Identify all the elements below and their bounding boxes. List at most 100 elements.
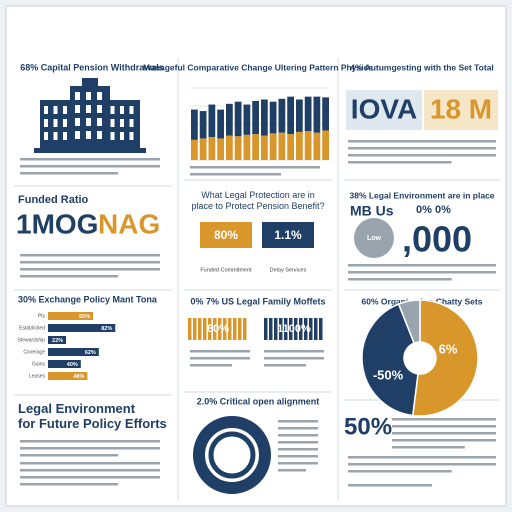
text: 68% Capital Pension Withdrawals bbox=[20, 62, 163, 72]
bar-segment bbox=[226, 135, 233, 160]
text: 80% bbox=[214, 228, 238, 242]
caption: Delay Services bbox=[270, 267, 307, 273]
window bbox=[120, 119, 124, 127]
bar bbox=[48, 336, 67, 344]
category-label: Established bbox=[19, 325, 45, 331]
donut-ring bbox=[208, 431, 256, 479]
stat-stripe bbox=[314, 318, 318, 340]
window bbox=[97, 118, 102, 126]
stat-stripe bbox=[198, 318, 202, 340]
building-windows bbox=[44, 92, 134, 140]
text: 2.0% Critical open alignment bbox=[197, 396, 320, 406]
text: 0% 0% bbox=[416, 204, 451, 216]
window bbox=[129, 106, 134, 114]
text-line bbox=[190, 173, 281, 176]
text-line bbox=[20, 454, 118, 457]
badge bbox=[354, 218, 394, 258]
window bbox=[129, 132, 134, 140]
title-line: place to Protect Pension Benefit? bbox=[191, 201, 324, 211]
text-line bbox=[190, 357, 250, 360]
text-line bbox=[190, 166, 320, 169]
text-line bbox=[392, 439, 496, 442]
stat-stripe bbox=[304, 318, 308, 340]
value-label: 62% bbox=[85, 350, 96, 356]
heading-line: Legal Environment bbox=[18, 401, 136, 416]
window bbox=[53, 132, 58, 140]
window bbox=[75, 92, 80, 100]
bar-segment bbox=[234, 136, 242, 160]
bar-segment bbox=[287, 96, 294, 135]
text-line bbox=[348, 278, 452, 281]
bar-segment bbox=[261, 99, 268, 136]
bar-segment bbox=[287, 134, 294, 160]
stat-stripe bbox=[228, 318, 232, 340]
window bbox=[44, 119, 48, 127]
bar-segment bbox=[304, 96, 312, 132]
window bbox=[120, 106, 124, 114]
window bbox=[63, 132, 67, 140]
text-line bbox=[20, 165, 160, 168]
text: NAG bbox=[98, 208, 160, 239]
bar-segment bbox=[243, 104, 251, 135]
text: ,000 bbox=[402, 219, 472, 260]
bar-segment bbox=[226, 103, 233, 136]
bar bbox=[48, 348, 99, 356]
bar bbox=[48, 360, 81, 368]
window bbox=[63, 106, 67, 114]
text-line bbox=[264, 364, 306, 367]
text: 4% Autumgesting with the Set Total bbox=[350, 62, 494, 72]
bar-segment bbox=[261, 135, 268, 160]
stat-box bbox=[262, 222, 314, 248]
window bbox=[97, 92, 102, 100]
text-line bbox=[348, 140, 496, 143]
bar bbox=[48, 312, 94, 320]
text-line bbox=[264, 357, 324, 360]
category-label: Coverage bbox=[23, 349, 45, 355]
window bbox=[86, 118, 91, 126]
stat-stripe bbox=[299, 318, 303, 340]
category-label: Stewardship bbox=[17, 337, 45, 343]
bar-segment bbox=[313, 96, 321, 133]
pie-slice bbox=[411, 299, 479, 417]
text-line bbox=[20, 447, 160, 450]
window bbox=[63, 119, 67, 127]
text: -50% bbox=[373, 367, 404, 382]
text-line bbox=[20, 254, 160, 257]
bar-segment bbox=[269, 101, 277, 134]
text-line bbox=[348, 271, 496, 274]
stat-stripe bbox=[193, 318, 197, 340]
text: 1.1% bbox=[274, 228, 302, 242]
text: 18 M bbox=[430, 93, 492, 124]
bar-segment bbox=[252, 100, 259, 135]
text-line bbox=[392, 446, 465, 449]
stat-stripe bbox=[269, 318, 273, 340]
text-line bbox=[278, 420, 318, 423]
value-label: 82% bbox=[101, 326, 112, 332]
bar-segment bbox=[269, 133, 277, 160]
bar bbox=[48, 324, 116, 332]
text: Manageful Comparative Change Ultering Pa… bbox=[143, 62, 373, 72]
text-line bbox=[348, 264, 496, 267]
text: 6% bbox=[439, 341, 458, 356]
stat-stripe bbox=[319, 318, 323, 340]
category-label: Pts bbox=[38, 313, 46, 319]
text-line bbox=[392, 418, 496, 421]
text: 50% bbox=[344, 413, 392, 440]
window bbox=[120, 132, 124, 140]
window bbox=[44, 106, 48, 114]
bar-segment bbox=[313, 132, 321, 160]
stat-stripe bbox=[218, 318, 222, 340]
bar-segment bbox=[208, 104, 216, 137]
bar bbox=[48, 372, 88, 380]
bar-segment bbox=[234, 101, 242, 137]
bar-segment bbox=[243, 134, 251, 160]
bar-segment bbox=[191, 109, 198, 140]
stat-stripe bbox=[284, 318, 288, 340]
window bbox=[86, 105, 91, 113]
stat-stripe bbox=[233, 318, 237, 340]
text-line bbox=[190, 364, 232, 367]
title-line: What Legal Protection are in bbox=[201, 190, 315, 200]
donut-ring bbox=[193, 416, 271, 494]
